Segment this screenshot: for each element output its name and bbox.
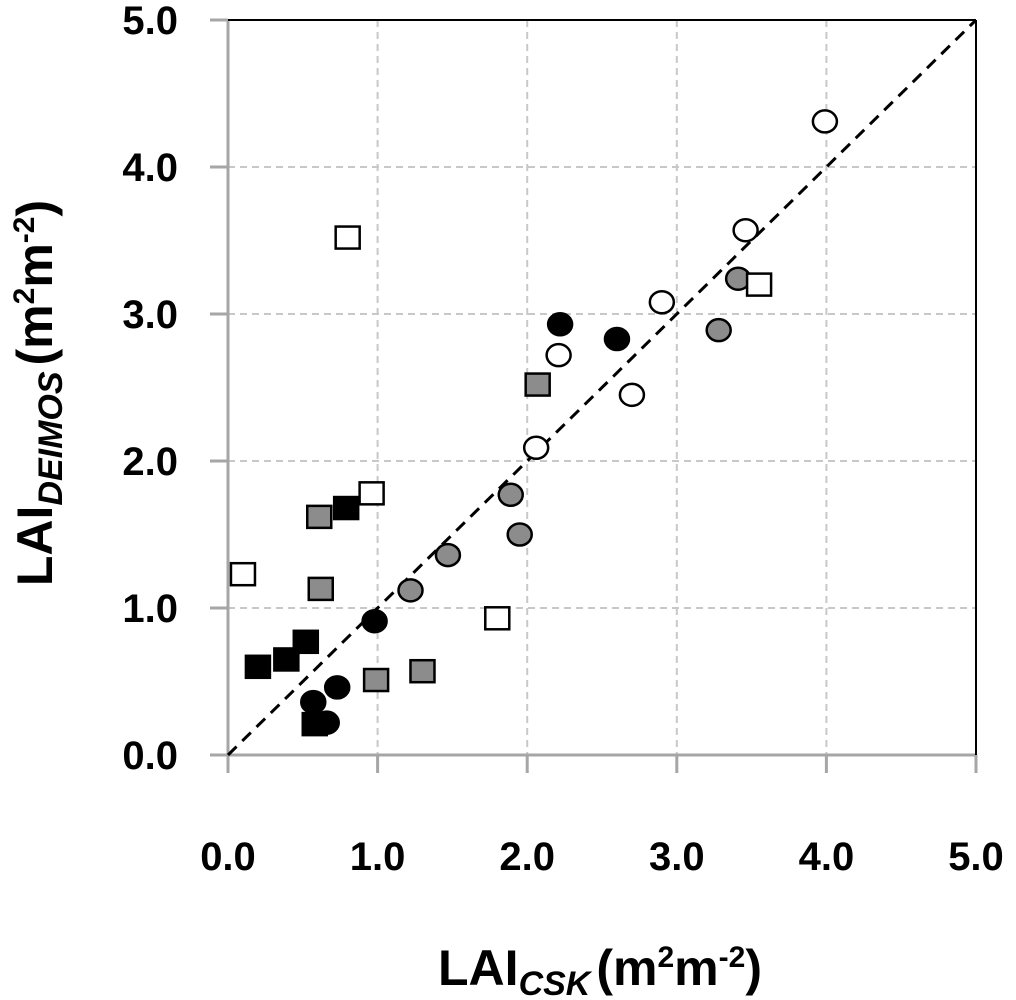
x-axis-title: LAICSK (m2m-2) bbox=[438, 940, 762, 1000]
white-squares-point-0 bbox=[229, 561, 257, 587]
white-circles-point-3 bbox=[648, 289, 676, 315]
black-circles-point-4 bbox=[546, 312, 574, 337]
white-circles-point-5 bbox=[811, 109, 839, 134]
axes bbox=[210, 18, 978, 773]
gray-circles-point-0 bbox=[397, 578, 424, 603]
gray-squares-point-0 bbox=[306, 504, 333, 530]
gray-squares-point-1 bbox=[307, 576, 335, 602]
tick-labels: 0.0 1.0 2.0 3.0 4.0 5.0 0.0 1.0 2.0 3.0 4.0 5.0 bbox=[122, 0, 1003, 879]
x-tick-label-5: 5.0 bbox=[948, 835, 1004, 879]
data-points bbox=[229, 109, 839, 737]
y-title-sub: DEIMOS bbox=[32, 371, 70, 505]
white-squares-point-1 bbox=[334, 225, 361, 250]
y-title-unit-mid: m bbox=[7, 243, 63, 287]
y-axis-title-group: LAIDEIMOS (m2m-2) bbox=[7, 200, 70, 586]
white-circles-point-1 bbox=[545, 342, 572, 368]
y-title-main: LAI bbox=[7, 506, 63, 587]
gray-circles-point-2 bbox=[497, 482, 524, 508]
black-squares-point-4 bbox=[332, 495, 360, 521]
x-title-sup1: 2 bbox=[657, 941, 674, 974]
y-title-sup2: -2 bbox=[8, 217, 41, 244]
gray-squares-point-4 bbox=[524, 372, 551, 397]
black-circles-point-5 bbox=[603, 326, 631, 352]
y-tick-label-3: 3.0 bbox=[122, 293, 178, 337]
y-title-unit-open: (m bbox=[7, 304, 63, 365]
white-squares-point-4 bbox=[745, 272, 773, 297]
black-squares-point-1 bbox=[273, 647, 300, 672]
x-title-sup2: -2 bbox=[719, 941, 746, 974]
black-circles-point-0 bbox=[300, 689, 327, 715]
black-squares-point-3 bbox=[301, 711, 329, 737]
x-title-main: LAI bbox=[438, 940, 519, 996]
y-tick-label-1: 1.0 bbox=[122, 587, 178, 631]
white-squares-point-3 bbox=[484, 606, 511, 631]
gray-circles-point-3 bbox=[506, 522, 533, 547]
gray-squares-point-3 bbox=[409, 658, 436, 684]
white-circles-point-2 bbox=[618, 382, 646, 408]
gray-circles-point-4 bbox=[705, 317, 732, 343]
one-to-one-reference-line bbox=[226, 18, 978, 757]
x-title-unit-close: ) bbox=[745, 940, 762, 996]
y-tick-label-0: 0.0 bbox=[122, 734, 178, 778]
white-circles-point-0 bbox=[522, 435, 550, 461]
x-tick-label-2: 2.0 bbox=[499, 835, 555, 879]
x-title-unit-open: (m bbox=[596, 940, 657, 996]
black-circles-point-3 bbox=[361, 608, 388, 634]
black-circles-point-2 bbox=[323, 675, 351, 700]
y-tick-label-4: 4.0 bbox=[122, 146, 178, 190]
gray-squares-point-2 bbox=[362, 667, 390, 693]
x-tick-label-4: 4.0 bbox=[799, 835, 855, 879]
y-tick-label-5: 5.0 bbox=[122, 0, 178, 43]
x-title-sub: CSK bbox=[519, 965, 593, 1000]
y-axis-title: LAIDEIMOS (m2m-2) bbox=[7, 200, 70, 586]
x-title-unit-mid: m bbox=[674, 940, 718, 996]
gray-circles-point-1 bbox=[434, 542, 462, 568]
black-squares-point-2 bbox=[292, 629, 320, 655]
x-tick-label-0: 0.0 bbox=[200, 835, 256, 879]
y-title-unit-close: ) bbox=[7, 200, 63, 217]
white-squares-point-2 bbox=[358, 481, 385, 506]
y-title-sup1: 2 bbox=[8, 288, 41, 305]
white-circles-point-4 bbox=[732, 217, 759, 243]
black-squares-point-0 bbox=[244, 654, 272, 680]
x-tick-label-1: 1.0 bbox=[350, 835, 406, 879]
reference-line-group bbox=[226, 18, 978, 757]
y-tick-label-2: 2.0 bbox=[122, 440, 178, 484]
x-tick-label-3: 3.0 bbox=[649, 835, 705, 879]
